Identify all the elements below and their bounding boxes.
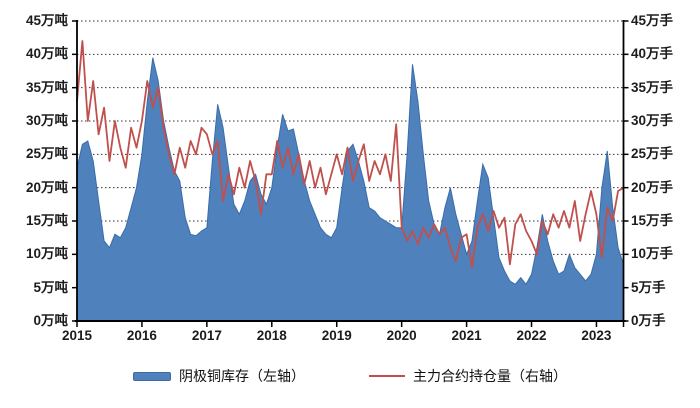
right-axis-tick-label: 25万手 xyxy=(631,146,674,162)
left-axis-tick-label: 15万吨 xyxy=(25,213,68,228)
x-axis-year-label: 2021 xyxy=(451,328,482,343)
x-axis-year-label: 2022 xyxy=(516,328,547,343)
legend-label-inventory: 阴极铜库存（左轴） xyxy=(179,368,305,384)
left-axis-tick-label: 30万吨 xyxy=(25,113,68,128)
left-axis-tick-label: 40万吨 xyxy=(25,46,68,62)
legend-item-open-interest: 主力合约持仓量（右轴） xyxy=(369,366,567,386)
legend-label-open-interest: 主力合约持仓量（右轴） xyxy=(413,368,567,384)
inventory-area-series xyxy=(76,57,624,322)
left-axis-tick-label: 20万吨 xyxy=(25,179,68,195)
right-axis-tick-label: 40万手 xyxy=(631,46,674,62)
left-axis-tick-label: 35万吨 xyxy=(25,79,68,95)
left-axis-tick-label: 25万吨 xyxy=(25,146,68,162)
legend-item-inventory: 阴极铜库存（左轴） xyxy=(133,366,305,386)
line-series-swatch-icon xyxy=(369,375,405,377)
right-axis-tick-label: 30万手 xyxy=(631,113,674,128)
right-axis-tick-label: 45万手 xyxy=(631,13,674,28)
x-axis-year-label: 2020 xyxy=(386,328,417,343)
right-axis-tick-label: 20万手 xyxy=(631,179,674,195)
left-axis-tick-label: 45万吨 xyxy=(25,13,68,28)
x-axis-year-label: 2018 xyxy=(256,328,287,343)
left-axis-tick-label: 10万吨 xyxy=(25,246,68,262)
open-interest-line-series xyxy=(76,40,625,269)
x-axis-year-label: 2019 xyxy=(321,328,352,343)
area-series-swatch-icon xyxy=(133,371,171,381)
x-axis-year-label: 2023 xyxy=(581,328,612,343)
left-axis-tick-label: 0万吨 xyxy=(33,313,68,328)
x-axis-year-label: 2016 xyxy=(126,328,157,343)
x-axis-year-label: 2015 xyxy=(61,328,93,343)
x-axis-year-label: 2017 xyxy=(191,328,222,343)
right-axis-tick-label: 0万手 xyxy=(631,313,666,328)
right-axis-tick-label: 5万手 xyxy=(631,279,666,295)
right-axis-tick-label: 10万手 xyxy=(631,246,674,262)
combo-chart-plot xyxy=(72,20,629,327)
right-axis-tick-label: 15万手 xyxy=(631,213,674,228)
left-axis-tick-label: 5万吨 xyxy=(33,279,68,295)
right-axis-tick-label: 35万手 xyxy=(631,79,674,95)
chart-legend: 阴极铜库存（左轴） 主力合约持仓量（右轴） xyxy=(0,363,700,389)
